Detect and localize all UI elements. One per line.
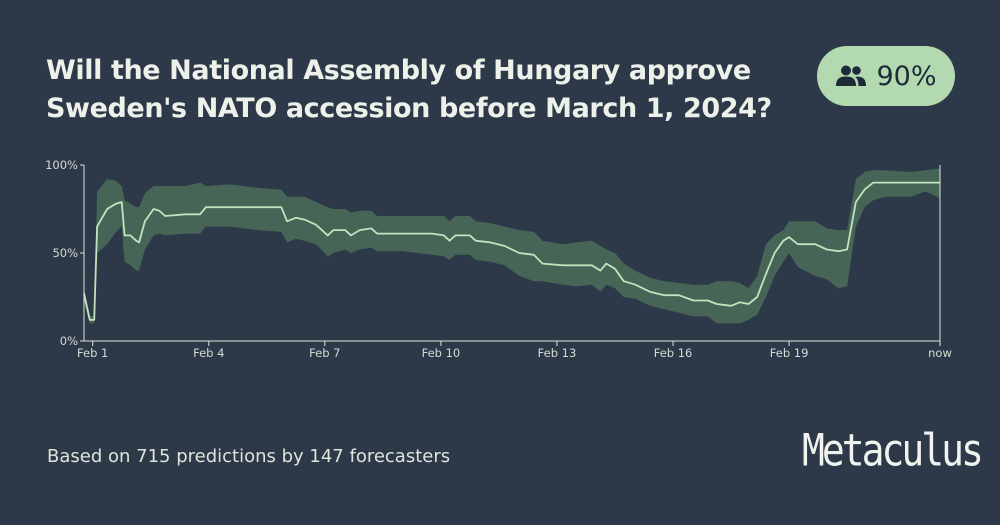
metaculus-logo[interactable]: Metaculus: [802, 424, 984, 476]
x-tick-label: Feb 1: [77, 346, 108, 360]
x-tick-label: Feb 19: [770, 346, 809, 360]
people-icon: [836, 65, 867, 86]
community-prediction-line: [83, 181, 940, 321]
question-title: Will the National Assembly of Hungary ap…: [46, 55, 772, 124]
x-tick-label: Feb 4: [193, 346, 224, 360]
prediction-value: 90%: [876, 60, 937, 92]
chart-line-layer: [83, 181, 940, 321]
y-tick-label: 50%: [52, 246, 78, 260]
x-tick-label: Feb 10: [422, 346, 461, 360]
x-tick-label: Feb 13: [538, 346, 577, 360]
x-tick-label: Feb 7: [309, 346, 340, 360]
predictions-summary: Based on 715 predictions by 147 forecast…: [47, 446, 451, 467]
community-prediction-badge: 90%: [817, 46, 955, 106]
chart-band-layer: [84, 168, 940, 324]
chart-label-layer: 0% 50% 100% Feb 1 Feb 4 Feb 7 Feb 10 Feb 13 Feb …: [45, 158, 952, 360]
uncertainty-band: [84, 168, 940, 324]
chart-axis-layer: [80, 164, 941, 346]
y-tick-label: 0%: [60, 334, 78, 348]
x-tick-label: now: [928, 346, 952, 360]
y-tick-label: 100%: [45, 158, 78, 172]
x-tick-label: Feb 16: [654, 346, 693, 360]
